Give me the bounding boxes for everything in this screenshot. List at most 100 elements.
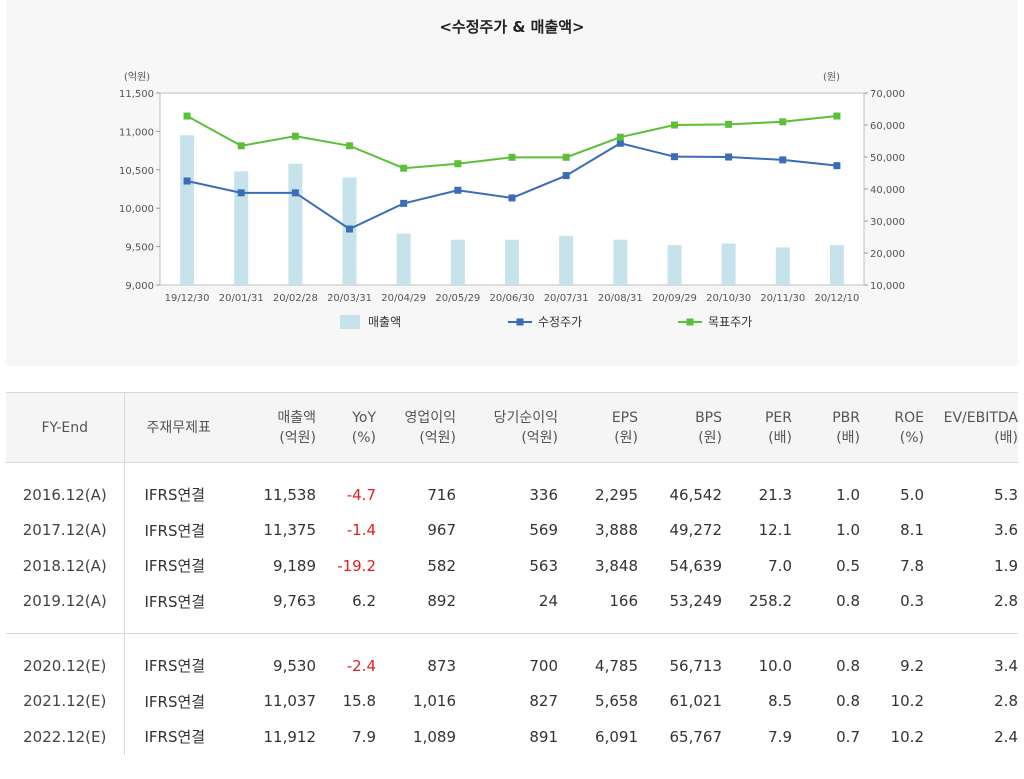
header-label: ROE bbox=[894, 409, 924, 426]
spacer-cell bbox=[316, 463, 376, 478]
point-수정주가 bbox=[183, 177, 191, 185]
combo-chart: (억원) (원) 11,500 11,000 10,500 10,000 9,500 9,00… bbox=[119, 71, 905, 329]
header-주재무제표: 주재무제표 bbox=[124, 393, 236, 463]
header-pbr: PBR (배) bbox=[792, 393, 860, 463]
cell-roe: 9.2 bbox=[900, 656, 924, 675]
spacer-cell bbox=[316, 634, 376, 649]
point-목표주가 bbox=[183, 112, 191, 120]
spacer-cell bbox=[456, 634, 558, 649]
header-fy-end: FY-End bbox=[6, 392, 125, 463]
right-tick-label: 40,000 bbox=[870, 185, 905, 196]
left-tick-label: 9,000 bbox=[125, 281, 154, 292]
header-unit: (억원) bbox=[279, 429, 316, 446]
bar-매출액 bbox=[775, 247, 790, 285]
bar-매출액 bbox=[559, 235, 574, 285]
point-수정주가 bbox=[833, 162, 841, 170]
x-tick-label: 20/03/31 bbox=[327, 293, 372, 304]
cell-per: 21.3 bbox=[758, 485, 792, 504]
header-label: EV/EBITDA bbox=[943, 409, 1018, 426]
cell-pbr: 0.8 bbox=[836, 592, 860, 611]
spacer-cell bbox=[722, 619, 792, 634]
spacer-row bbox=[6, 633, 1018, 649]
point-수정주가 bbox=[670, 153, 678, 161]
cell-pbr: 0.8 bbox=[836, 692, 860, 711]
spacer-cell bbox=[924, 619, 1018, 634]
cell-당기순이익: 24 bbox=[538, 592, 558, 611]
cell-yoy: -1.4 bbox=[346, 521, 376, 540]
cell-당기순이익: 563 bbox=[529, 556, 558, 575]
cell-영업이익: 892 bbox=[427, 592, 456, 611]
cell-매출액: 9,189 bbox=[273, 556, 316, 575]
cell-영업이익: 873 bbox=[427, 656, 456, 675]
point-수정주가 bbox=[454, 186, 462, 194]
cell-yoy: 6.2 bbox=[352, 592, 376, 611]
cell-매출액: 9,763 bbox=[273, 592, 316, 611]
spacer-cell bbox=[6, 633, 125, 648]
cell-ev-ebitda: 2.8 bbox=[994, 692, 1018, 711]
table-row: 2020.12(E) IFRS연결 9,530 -2.4 873 700 4,785 56,7… bbox=[6, 648, 1018, 684]
point-목표주가 bbox=[346, 142, 354, 150]
cell-ev-ebitda: 2.8 bbox=[994, 592, 1018, 611]
left-tick-label: 9,500 bbox=[125, 243, 154, 254]
header-label: 영업이익 bbox=[404, 409, 456, 426]
cell-yoy: -19.2 bbox=[337, 556, 376, 575]
spacer-row bbox=[6, 462, 1018, 478]
right-tick-label: 30,000 bbox=[870, 217, 905, 228]
cell-fy-end: 2020.12(E) bbox=[6, 648, 125, 684]
header-label: BPS bbox=[695, 409, 722, 426]
spacer-cell bbox=[792, 619, 860, 634]
cell-eps: 5,658 bbox=[595, 692, 638, 711]
cell-주재무제표: IFRS연결 bbox=[144, 557, 206, 576]
cell-영업이익: 967 bbox=[427, 521, 456, 540]
point-목표주가 bbox=[779, 118, 787, 126]
x-tick-label: 19/12/30 bbox=[165, 293, 210, 304]
cell-per: 7.0 bbox=[768, 556, 792, 575]
x-tick-label: 20/07/31 bbox=[544, 293, 589, 304]
spacer-cell bbox=[638, 463, 722, 478]
right-tick-label: 50,000 bbox=[870, 153, 905, 164]
header-unit: (배) bbox=[768, 429, 792, 446]
header-label: YoY bbox=[352, 409, 376, 426]
spacer-cell bbox=[456, 619, 558, 634]
right-tick-label: 20,000 bbox=[870, 249, 905, 260]
cell-pbr: 0.8 bbox=[836, 656, 860, 675]
cell-pbr: 0.5 bbox=[836, 556, 860, 575]
cell-roe: 10.2 bbox=[890, 727, 924, 746]
cell-roe: 0.3 bbox=[900, 592, 924, 611]
bar-매출액 bbox=[613, 239, 628, 285]
legend-label: 수정주가 bbox=[538, 315, 582, 329]
left-tick-label: 10,500 bbox=[119, 166, 154, 177]
point-수정주가 bbox=[562, 172, 570, 180]
header-yoy: YoY (%) bbox=[316, 393, 376, 463]
cell-roe: 5.0 bbox=[900, 485, 924, 504]
bar-매출액 bbox=[396, 233, 411, 285]
legend-marker bbox=[686, 318, 694, 326]
spacer-cell bbox=[792, 634, 860, 649]
spacer-cell bbox=[6, 462, 125, 477]
header-unit: (억원) bbox=[521, 429, 558, 446]
spacer-cell bbox=[860, 463, 924, 478]
cell-당기순이익: 827 bbox=[529, 692, 558, 711]
x-tick-label: 20/09/29 bbox=[652, 293, 697, 304]
cell-bps: 65,767 bbox=[669, 727, 723, 746]
spacer-row bbox=[6, 619, 1018, 634]
cell-매출액: 9,530 bbox=[273, 656, 316, 675]
bar-매출액 bbox=[234, 171, 249, 285]
cell-yoy: -2.4 bbox=[346, 656, 376, 675]
bar-매출액 bbox=[667, 245, 682, 285]
cell-당기순이익: 891 bbox=[529, 727, 558, 746]
header-unit: (%) bbox=[899, 429, 924, 446]
legend-swatch bbox=[340, 315, 360, 329]
bar-매출액 bbox=[180, 135, 195, 285]
cell-per: 12.1 bbox=[758, 521, 792, 540]
spacer-cell bbox=[456, 463, 558, 478]
bar-매출액 bbox=[505, 239, 519, 285]
point-목표주가 bbox=[400, 164, 408, 172]
financial-table: FY-End 주재무제표 매출액 (억원) YoY (%) 영업이익 (억원) 당기순이익 (억원… bbox=[6, 392, 1018, 755]
cell-roe: 10.2 bbox=[890, 692, 924, 711]
spacer-cell bbox=[558, 634, 638, 649]
spacer-cell bbox=[236, 463, 316, 478]
spacer-cell bbox=[558, 619, 638, 634]
cell-영업이익: 582 bbox=[427, 556, 456, 575]
legend-marker bbox=[516, 318, 524, 326]
